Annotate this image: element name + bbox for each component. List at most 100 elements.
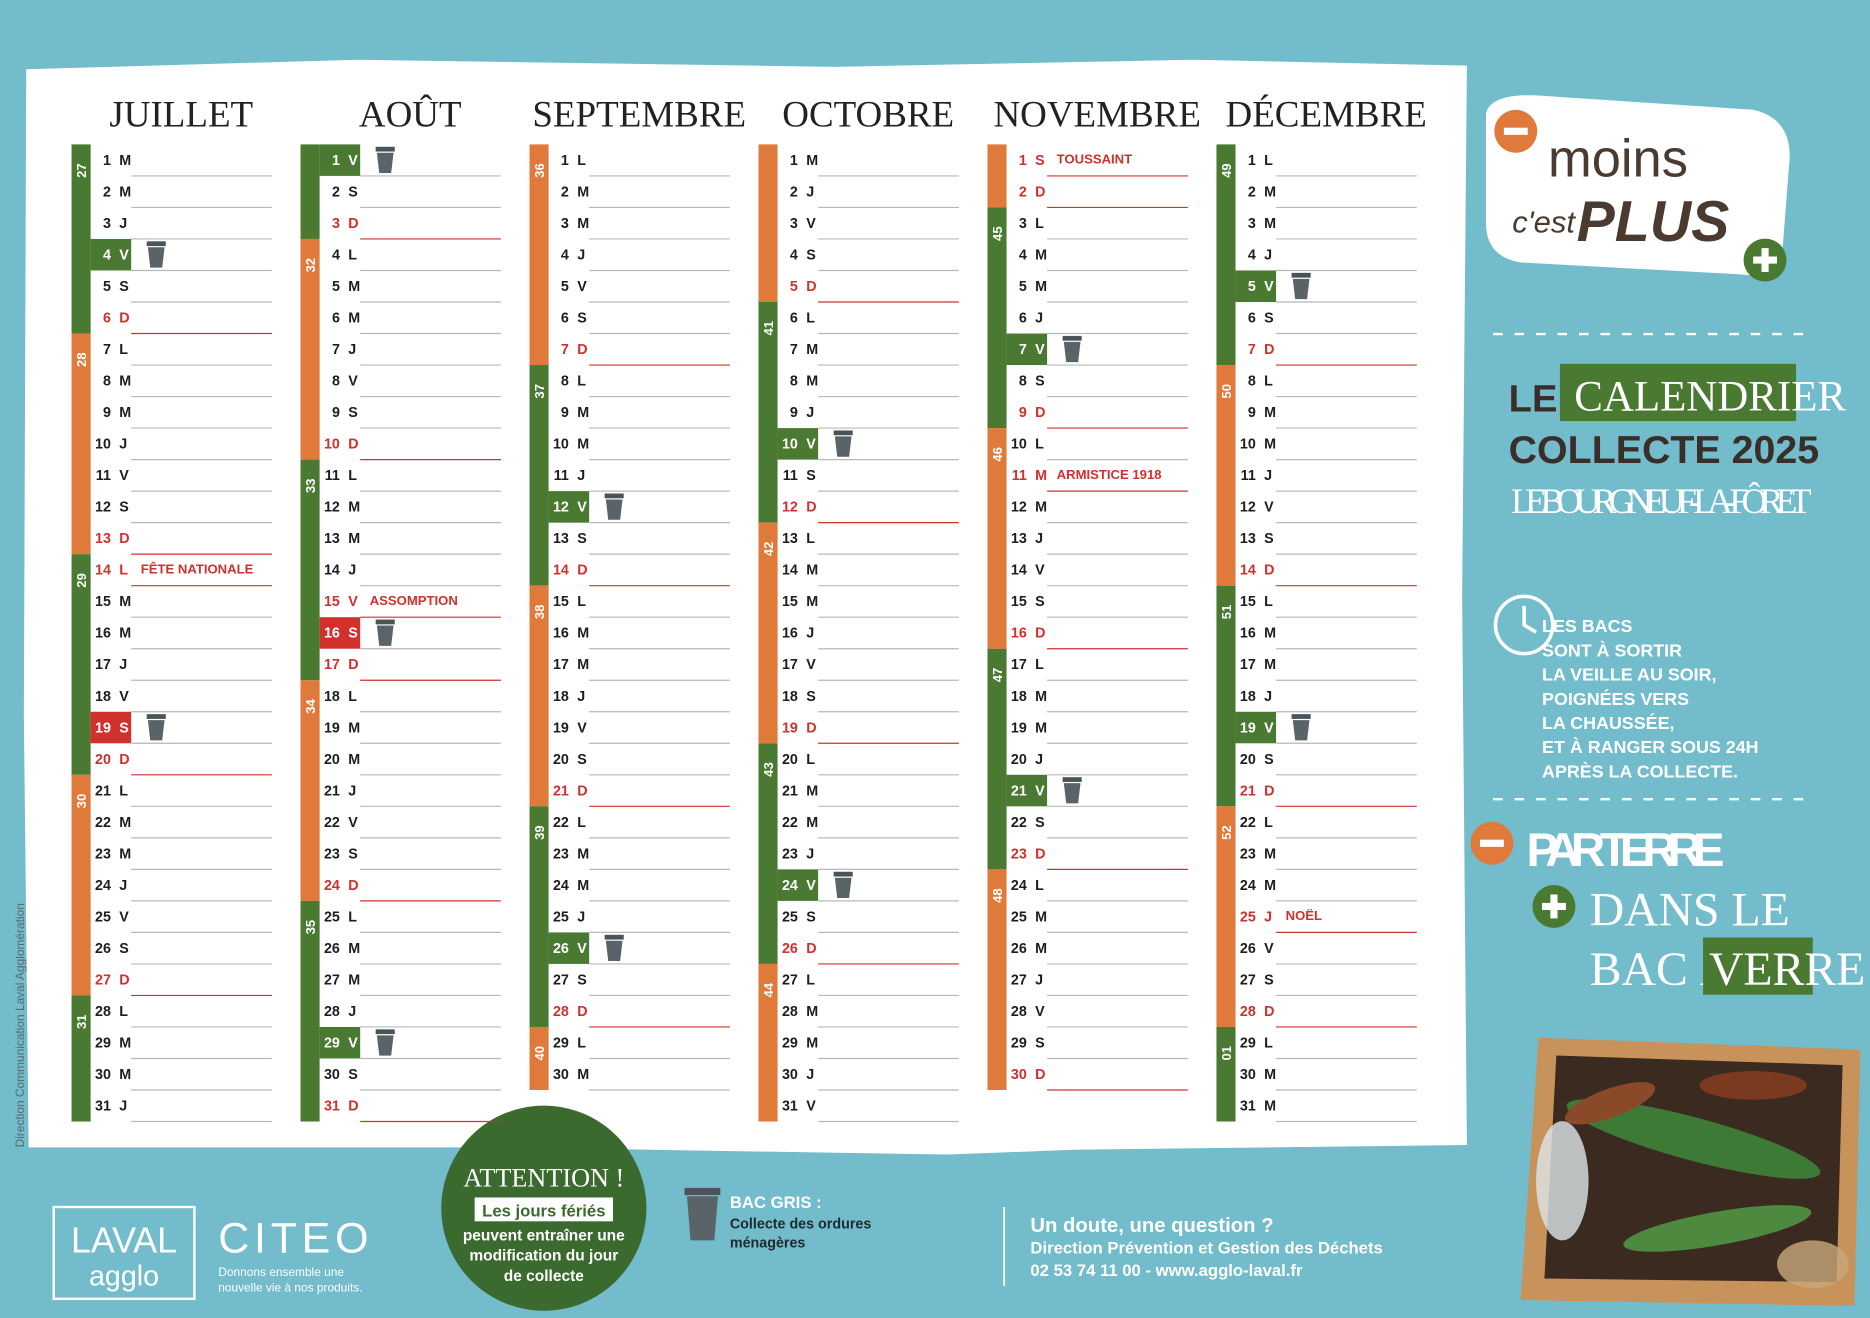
- collection-cell: [1235, 711, 1277, 744]
- day-letter: V: [577, 720, 587, 736]
- day-letter: M: [577, 437, 589, 453]
- week-band: [300, 238, 320, 460]
- laval-top: LAVAL: [71, 1220, 177, 1260]
- day-number: 9: [1019, 405, 1027, 421]
- notice-line: SONT À SORTIR: [1542, 639, 1682, 660]
- day-letter: D: [1264, 783, 1274, 799]
- glass-line1: PAR TERRE: [1527, 824, 1725, 877]
- day-letter: J: [806, 184, 814, 200]
- week-number: 50: [1219, 384, 1234, 399]
- day-letter: M: [348, 531, 360, 547]
- day-letter: M: [119, 1067, 131, 1083]
- day-number: 8: [790, 374, 798, 390]
- day-letter: J: [806, 626, 814, 642]
- day-number: 9: [561, 405, 569, 421]
- laval-logo: [52, 1205, 196, 1301]
- day-letter: J: [1264, 909, 1272, 925]
- day-number: 8: [561, 374, 569, 390]
- collection-cell: [777, 869, 819, 901]
- bin-icon: [375, 619, 395, 646]
- plus-icon: [1753, 248, 1777, 273]
- day-letter: M: [1035, 279, 1047, 295]
- day-number: 10: [553, 437, 569, 453]
- day-number: 1: [790, 153, 798, 169]
- day-number: 30: [95, 1067, 111, 1083]
- day-number: 20: [95, 752, 111, 768]
- day-number: 14: [95, 563, 111, 579]
- bin-body: [376, 1035, 394, 1056]
- day-letter: S: [1035, 594, 1045, 610]
- week-number: 32: [303, 258, 318, 273]
- week-number: 33: [303, 479, 318, 494]
- day-letter: V: [119, 247, 129, 263]
- day-number: 22: [95, 815, 111, 831]
- day-number: 29: [553, 1035, 569, 1051]
- day-number: 23: [95, 846, 111, 862]
- notice-line: ET À RANGER SOUS 24H: [1542, 736, 1759, 757]
- bin-icon: [1062, 335, 1082, 363]
- day-letter: M: [806, 153, 818, 169]
- day-number: 18: [95, 689, 111, 705]
- week-band: [987, 428, 1007, 649]
- slogan-plus: PLUS: [1577, 190, 1730, 254]
- week-number: 35: [303, 920, 318, 935]
- day-number: 12: [324, 500, 340, 516]
- day-letter: S: [348, 626, 358, 642]
- day-number: 27: [553, 972, 569, 988]
- day-number: 19: [1011, 720, 1027, 736]
- day-letter: L: [1264, 1035, 1273, 1051]
- attention-line: peuvent entraîner une: [463, 1227, 625, 1244]
- day-letter: M: [348, 720, 360, 736]
- day-number: 16: [324, 626, 340, 642]
- day-letter: S: [806, 689, 816, 705]
- day-number: 2: [103, 184, 111, 200]
- day-number: 17: [324, 657, 340, 673]
- day-letter: D: [348, 216, 358, 232]
- bin-lid: [1062, 777, 1082, 782]
- day-letter: D: [806, 941, 816, 957]
- day-number: 2: [561, 184, 569, 200]
- day-letter: J: [1035, 311, 1043, 327]
- day-letter: L: [1035, 216, 1044, 232]
- day-letter: D: [577, 783, 587, 799]
- day-number: 14: [782, 563, 798, 579]
- day-letter: M: [1264, 184, 1276, 200]
- day-letter: V: [577, 279, 587, 295]
- bin-body: [834, 436, 852, 457]
- week-band: [1216, 365, 1236, 586]
- week-band: [1216, 585, 1236, 807]
- collection-cell: [1006, 774, 1048, 807]
- day-number: 29: [324, 1035, 340, 1051]
- day-letter: S: [348, 1067, 358, 1083]
- day-letter: V: [348, 815, 358, 831]
- day-letter: M: [1264, 437, 1276, 453]
- day-number: 15: [1240, 594, 1256, 610]
- day-number: 11: [96, 468, 111, 484]
- day-letter: J: [119, 657, 127, 673]
- day-letter: J: [348, 342, 356, 358]
- day-letter: M: [806, 563, 818, 579]
- week-band: [300, 144, 320, 239]
- day-number: 25: [324, 909, 340, 925]
- contact-service: Direction Prévention et Gestion des Déch…: [1030, 1239, 1382, 1258]
- day-letter: V: [1035, 1004, 1045, 1020]
- day-number: 27: [1240, 972, 1256, 988]
- day-number: 8: [332, 374, 340, 390]
- day-letter: V: [1264, 279, 1274, 295]
- week-number: 42: [761, 542, 776, 557]
- day-letter: M: [1264, 878, 1276, 894]
- title-collecte: COLLECTE 2025: [1509, 428, 1819, 472]
- day-letter: S: [1035, 374, 1045, 390]
- week-band: [758, 522, 778, 744]
- day-letter: M: [1035, 689, 1047, 705]
- day-letter: D: [577, 342, 587, 358]
- day-number: 22: [782, 815, 798, 831]
- day-number: 30: [1011, 1067, 1027, 1083]
- day-number: 6: [561, 311, 569, 327]
- day-letter: D: [119, 311, 129, 327]
- day-number: 11: [783, 468, 798, 484]
- day-number: 28: [95, 1004, 111, 1020]
- day-number: 6: [1248, 311, 1256, 327]
- contact-question: Un doute, une question ?: [1030, 1215, 1273, 1237]
- day-letter: S: [1264, 311, 1274, 327]
